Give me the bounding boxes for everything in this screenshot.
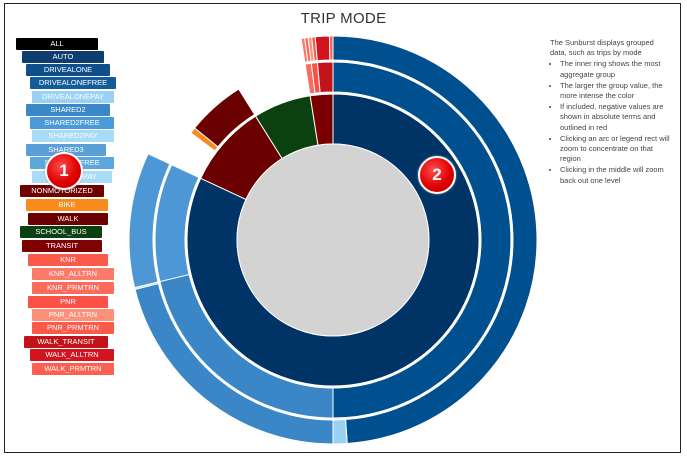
arc-shared3free[interactable]: SHARED3FREE: [128, 153, 171, 289]
legend-item-walk-prmtrn[interactable]: WALK_PRMTRN: [32, 363, 114, 375]
legend-item-nonmotorized[interactable]: NONMOTORIZED: [20, 185, 104, 197]
notes-item: The larger the group value, the more int…: [560, 81, 672, 101]
legend-item-knr-prmtrn[interactable]: KNR_PRMTRN: [32, 282, 114, 294]
legend-item-auto[interactable]: AUTO: [22, 51, 104, 63]
notes-item: The inner ring shows the most aggregate …: [560, 59, 672, 79]
legend-item-drivealone[interactable]: DRIVEALONE: [26, 64, 110, 76]
arc-walk-transit[interactable]: WALK_TRANSIT: [316, 61, 334, 94]
notes-item: Clicking an arc or legend rect will zoom…: [560, 134, 672, 165]
legend-item-pnr[interactable]: PNR: [28, 296, 108, 308]
arc-shared3[interactable]: SHARED3: [154, 164, 200, 283]
legend-item-shared3[interactable]: SHARED3: [26, 144, 106, 156]
arc-walk-prmtrn[interactable]: WALK_PRMTRN: [328, 35, 334, 61]
legend-item-bike[interactable]: BIKE: [26, 199, 108, 211]
legend-item-shared2pay[interactable]: SHARED2PAY: [32, 130, 114, 142]
legend-item-all[interactable]: ALL: [16, 38, 98, 50]
legend-item-pnr-alltrn[interactable]: PNR_ALLTRN: [32, 309, 114, 321]
legend-item-transit[interactable]: TRANSIT: [22, 240, 102, 252]
legend-item-drivealonepay[interactable]: DRIVEALONEPAY: [32, 91, 114, 103]
arc-drivealonepay[interactable]: DRIVEALONEPAY: [332, 419, 348, 445]
notes-item: Clicking in the middle will zoom back ou…: [560, 165, 672, 185]
sunburst-center[interactable]: [236, 143, 430, 337]
ring-outer: DRIVEALONEFREEDRIVEALONEPAYSHARED2FREESH…: [128, 35, 538, 445]
legend-item-shared2[interactable]: SHARED2: [26, 104, 110, 116]
help-notes: The Sunburst displays grouped data, such…: [550, 38, 672, 187]
notes-item: If included, negative values are shown i…: [560, 102, 672, 133]
arc-walk[interactable]: WALK: [193, 88, 256, 148]
notes-intro: The Sunburst displays grouped data, such…: [550, 38, 654, 58]
arc-walk-alltrn[interactable]: WALK_ALLTRN: [314, 35, 331, 62]
legend-item-shared2free[interactable]: SHARED2FREE: [30, 117, 114, 129]
arc-drivealone[interactable]: DRIVEALONE: [332, 61, 512, 419]
legend-item-school-bus[interactable]: SCHOOL_BUS: [20, 226, 102, 238]
legend-item-pnr-prmtrn[interactable]: PNR_PRMTRN: [32, 322, 114, 334]
legend-item-walk-alltrn[interactable]: WALK_ALLTRN: [30, 349, 114, 361]
chart-title: TRIP MODE: [300, 10, 387, 27]
notes-list: The inner ring shows the most aggregate …: [550, 59, 672, 185]
callout-badge-2: 2: [418, 156, 456, 194]
ring-middle: DRIVEALONESHARED2SHARED3BIKEWALKKNRPNRWA…: [154, 61, 512, 419]
legend-item-walk-transit[interactable]: WALK_TRANSIT: [24, 336, 108, 348]
legend-item-knr-alltrn[interactable]: KNR_ALLTRN: [32, 268, 114, 280]
callout-badge-1: 1: [45, 152, 83, 190]
legend-item-drivealonefree[interactable]: DRIVEALONEFREE: [30, 77, 116, 89]
legend-item-walk[interactable]: WALK: [28, 213, 108, 225]
legend-item-knr[interactable]: KNR: [28, 254, 108, 266]
